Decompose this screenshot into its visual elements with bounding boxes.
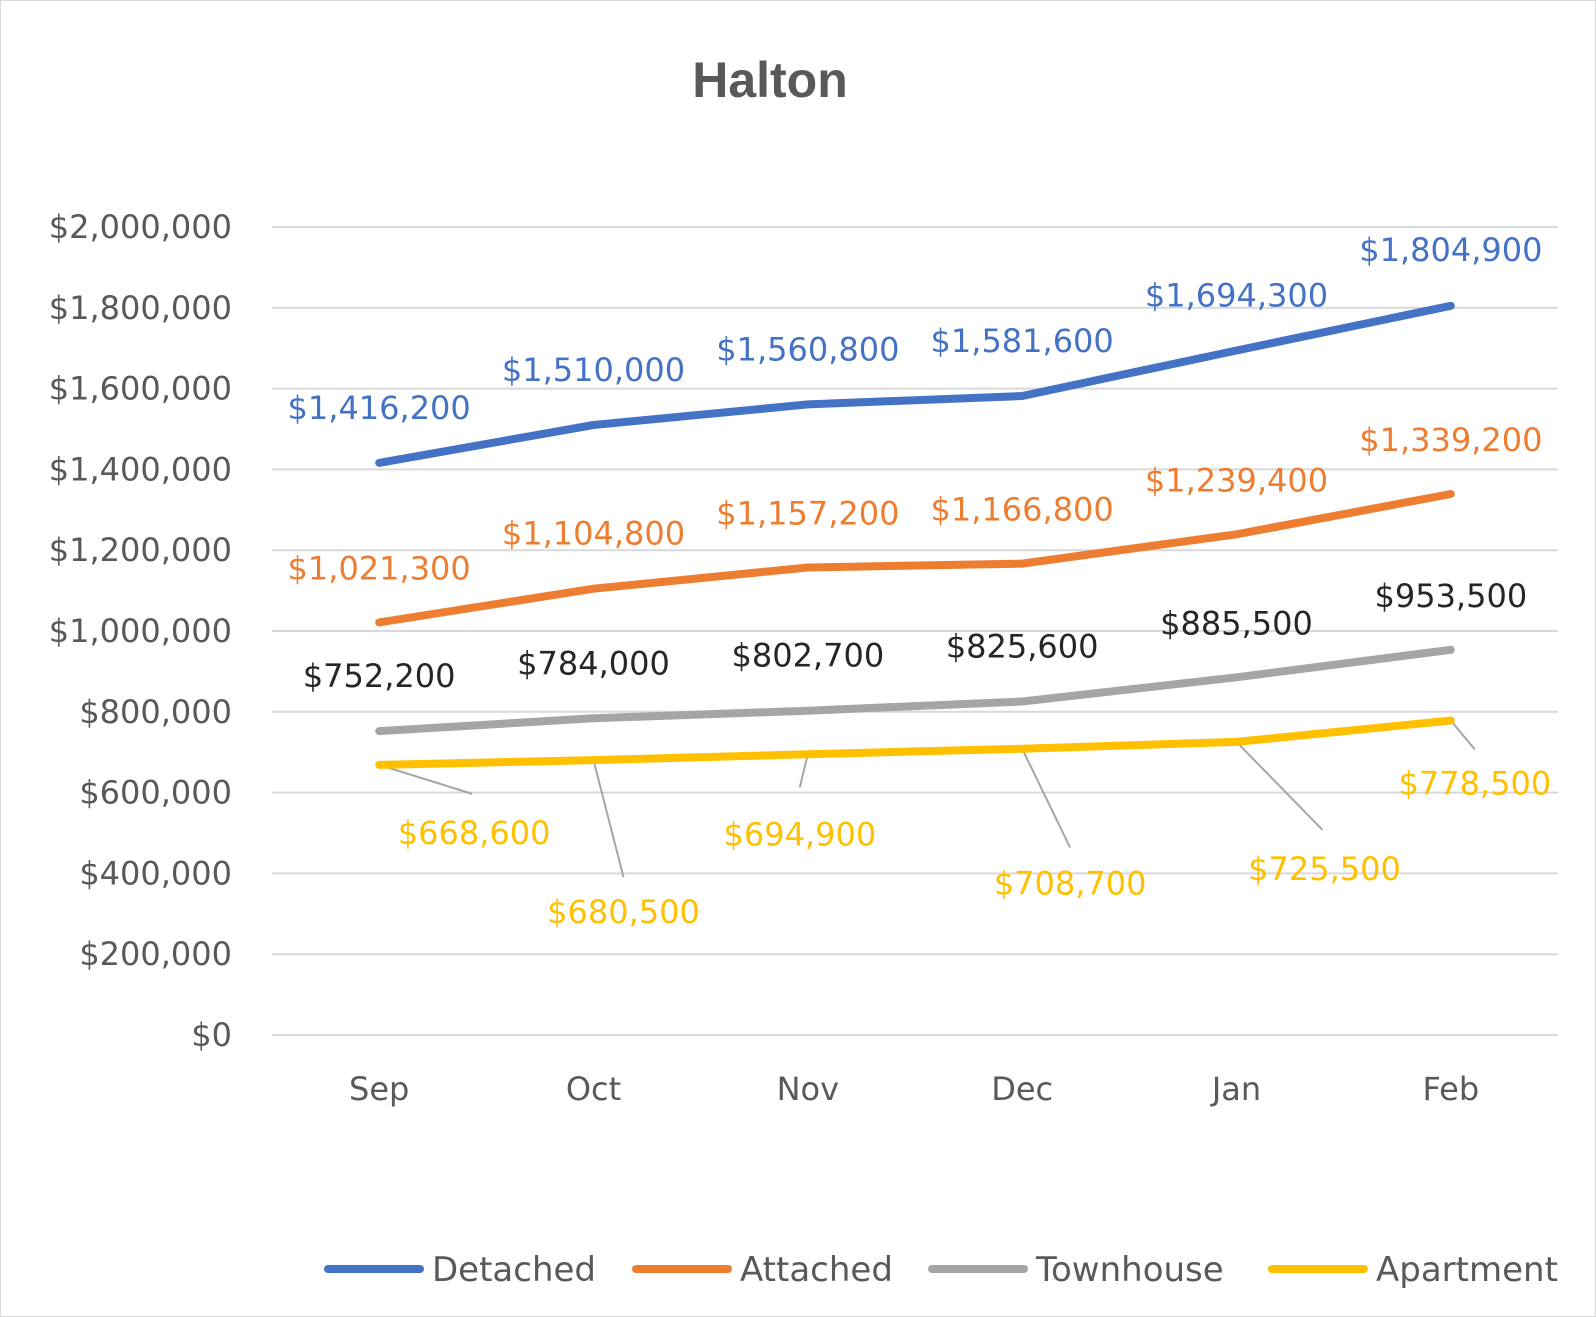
data-label-detached: $1,581,600 [931,322,1114,360]
y-tick-label: $2,000,000 [49,208,232,246]
data-label-apartment: $668,600 [398,814,551,852]
series-line-attached [375,490,1455,627]
y-tick-label: $1,600,000 [49,370,232,408]
data-label-townhouse: $885,500 [1160,604,1313,642]
leader-line [1235,741,1324,831]
y-axis: $0 $200,000 $400,000 $600,000 $800,000 $1,000… [49,208,232,1054]
data-label-detached: $1,694,300 [1145,277,1328,315]
data-label-detached: $1,416,200 [288,389,471,427]
y-tick-label: $0 [191,1016,232,1054]
x-tick-label: Nov [777,1070,839,1108]
data-label-attached: $1,157,200 [716,494,899,532]
leader-line [1450,719,1476,751]
data-label-detached: $1,560,800 [716,330,899,368]
data-label-apartment: $778,500 [1398,764,1551,802]
y-tick-label: $200,000 [79,935,232,973]
data-label-attached: $1,104,800 [502,515,685,553]
x-tick-label: Feb [1423,1070,1480,1108]
series-line-townhouse [375,645,1455,736]
x-tick-label: Dec [991,1070,1053,1108]
series-line-apartment [375,716,1455,769]
label-leader-lines [378,719,1476,878]
x-tick-label: Oct [566,1070,621,1108]
data-label-apartment: $708,700 [994,865,1147,903]
data-label-attached: $1,021,300 [288,549,471,587]
data-labels: $1,416,200 $1,510,000 $1,560,800 $1,581,600… [288,231,1552,931]
series-line-detached [375,301,1455,467]
y-tick-label: $600,000 [79,774,232,812]
data-label-townhouse: $802,700 [731,637,884,675]
legend-label-apartment: Apartment [1376,1250,1558,1290]
x-tick-label: Sep [349,1070,409,1108]
data-label-attached: $1,166,800 [931,491,1114,529]
series-lines [375,301,1455,769]
y-tick-label: $800,000 [79,693,232,731]
data-label-attached: $1,239,400 [1145,461,1328,499]
leader-line [592,759,625,878]
y-tick-label: $1,200,000 [49,531,232,569]
legend: Detached Attached Townhouse Apartment [324,1250,1558,1290]
legend-label-attached: Attached [740,1250,893,1290]
y-tick-label: $1,000,000 [49,612,232,650]
data-label-townhouse: $784,000 [517,644,670,682]
data-label-detached: $1,510,000 [502,351,685,389]
leader-line [798,754,809,788]
data-label-apartment: $725,500 [1248,850,1401,888]
leader-line [1021,748,1072,849]
gridlines [272,226,1558,1036]
legend-label-townhouse: Townhouse [1035,1250,1224,1290]
data-label-detached: $1,804,900 [1359,231,1542,269]
y-tick-label: $1,800,000 [49,289,232,327]
legend-label-detached: Detached [432,1250,596,1290]
x-axis: Sep Oct Nov Dec Jan Feb [349,1070,1479,1108]
data-label-townhouse: $953,500 [1374,577,1527,615]
data-label-attached: $1,339,200 [1359,421,1542,459]
x-tick-label: Jan [1210,1070,1261,1108]
y-tick-label: $1,400,000 [49,450,232,488]
data-label-townhouse: $752,200 [303,657,456,695]
leader-line [378,763,473,795]
chart-title: Halton [692,52,848,108]
data-label-apartment: $680,500 [547,893,700,931]
data-label-townhouse: $825,600 [946,627,1099,665]
y-tick-label: $400,000 [79,854,232,892]
data-label-apartment: $694,900 [723,815,876,853]
